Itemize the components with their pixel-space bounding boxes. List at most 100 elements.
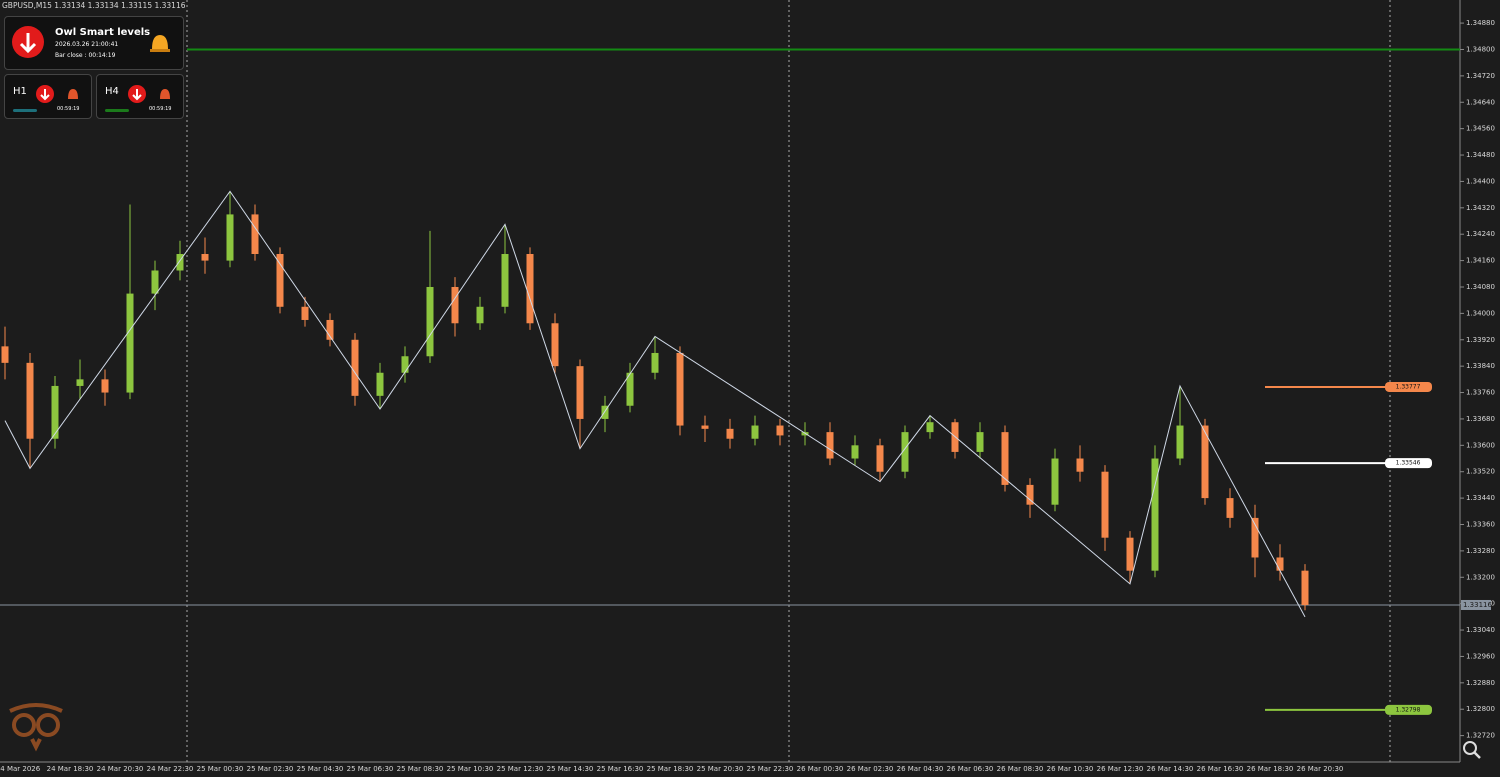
candle-body <box>676 352 684 426</box>
level-tag <box>1385 381 1432 392</box>
x-tick-label: 26 Mar 02:30 <box>847 765 894 773</box>
candle-body <box>1251 517 1259 558</box>
candle-body <box>526 254 534 324</box>
timeframe-timer: 00:59:19 <box>57 106 80 112</box>
candle-body <box>601 405 609 419</box>
candle-body <box>1026 484 1034 505</box>
candle-body <box>1076 458 1084 472</box>
candle-body <box>876 445 884 472</box>
x-tick-label: 25 Mar 02:30 <box>247 765 294 773</box>
candle-body <box>426 286 434 357</box>
candle-body <box>276 254 284 307</box>
y-tick-label: 1.34720 <box>1466 72 1495 80</box>
x-tick-label: 25 Mar 12:30 <box>497 765 544 773</box>
candle-body <box>976 432 984 452</box>
candle-body <box>1226 498 1234 518</box>
level-tag <box>1385 704 1432 715</box>
x-tick-label: 26 Mar 10:30 <box>1047 765 1094 773</box>
y-tick-label: 1.34320 <box>1466 204 1495 212</box>
owl-panel: Owl Smart levels 2026.03.26 21:00:41 Bar… <box>4 16 184 70</box>
candle-body <box>101 379 109 393</box>
x-tick-label: 25 Mar 14:30 <box>547 765 594 773</box>
candle-body <box>476 306 484 324</box>
candle-body <box>926 422 934 433</box>
timeframe-label: H4 <box>105 86 119 97</box>
candle-body <box>76 379 84 386</box>
y-tick-label: 1.33040 <box>1466 626 1495 634</box>
candle-body <box>176 254 184 271</box>
y-tick-label: 1.34000 <box>1466 309 1495 317</box>
x-tick-label: 24 Mar 22:30 <box>147 765 194 773</box>
candle-body <box>551 323 559 367</box>
level-label: 1.33777 <box>1396 383 1421 390</box>
y-tick-label: 1.34880 <box>1466 19 1495 27</box>
x-tick-label: 26 Mar 12:30 <box>1097 765 1144 773</box>
candle-body <box>501 254 509 307</box>
candle-body <box>51 385 59 439</box>
x-tick-label: 26 Mar 06:30 <box>947 765 994 773</box>
timeframe-timer: 00:59:19 <box>149 106 172 112</box>
alarm-icon <box>150 35 170 52</box>
y-tick-label: 1.33920 <box>1466 336 1495 344</box>
zoom-button[interactable] <box>1463 741 1481 759</box>
progress-bar <box>105 109 129 112</box>
candle-body <box>1176 425 1184 459</box>
candle-body <box>251 214 259 254</box>
candle-body <box>1001 432 1009 485</box>
candle-body <box>376 372 384 396</box>
candle-body <box>26 362 34 439</box>
y-tick-label: 1.34080 <box>1466 283 1495 291</box>
x-tick-label: 25 Mar 20:30 <box>697 765 744 773</box>
y-tick-label: 1.34800 <box>1466 45 1495 53</box>
timeframe-panel: H4 00:59:19 <box>96 74 184 119</box>
candle-body <box>751 425 759 439</box>
candle-body <box>651 352 659 373</box>
panel-title: Owl Smart levels <box>55 27 151 38</box>
y-tick-label: 1.34560 <box>1466 125 1495 133</box>
candle-body <box>351 339 359 396</box>
y-tick-label: 1.33280 <box>1466 547 1495 555</box>
x-tick-label: 25 Mar 06:30 <box>347 765 394 773</box>
current-price-label: 1.33116 <box>1463 601 1492 609</box>
level-label: 1.32798 <box>1396 706 1421 713</box>
x-tick-label: 24 Mar 2026 <box>0 765 41 773</box>
y-tick-label: 1.34160 <box>1466 257 1495 265</box>
x-tick-label: 24 Mar 20:30 <box>97 765 144 773</box>
candle-body <box>776 425 784 436</box>
level-tag <box>1385 458 1432 469</box>
y-tick-label: 1.33440 <box>1466 494 1495 502</box>
candle-body <box>226 214 234 261</box>
x-tick-label: 25 Mar 18:30 <box>647 765 694 773</box>
candle-body <box>826 432 834 459</box>
x-tick-label: 25 Mar 00:30 <box>197 765 244 773</box>
candle-body <box>1101 471 1109 538</box>
x-tick-label: 25 Mar 04:30 <box>297 765 344 773</box>
y-tick-label: 1.32720 <box>1466 732 1495 740</box>
x-tick-label: 25 Mar 22:30 <box>747 765 794 773</box>
x-tick-label: 26 Mar 16:30 <box>1197 765 1244 773</box>
y-tick-label: 1.34240 <box>1466 230 1495 238</box>
x-tick-label: 24 Mar 18:30 <box>47 765 94 773</box>
panel-bar-close: Bar close : 00:14:19 <box>55 52 116 59</box>
candle-body <box>901 432 909 472</box>
candle-body <box>1151 458 1159 571</box>
alarm-icon <box>160 89 170 99</box>
x-tick-label: 25 Mar 10:30 <box>447 765 494 773</box>
x-tick-label: 26 Mar 00:30 <box>797 765 844 773</box>
y-tick-label: 1.32960 <box>1466 652 1495 660</box>
candle-body <box>126 293 134 393</box>
candle-body <box>1 346 9 363</box>
symbol-info: GBPUSD,M15 1.33134 1.33134 1.33115 1.331… <box>2 1 186 10</box>
candle-body <box>1201 425 1209 499</box>
panel-time: 2026.03.26 21:00:41 <box>55 41 119 48</box>
candle-body <box>1126 537 1134 571</box>
candle-body <box>401 356 409 373</box>
level-label: 1.33546 <box>1396 460 1421 467</box>
candle-body <box>576 366 584 419</box>
candle-body <box>451 286 459 324</box>
y-tick-label: 1.33760 <box>1466 389 1495 397</box>
y-tick-label: 1.33200 <box>1466 573 1495 581</box>
x-tick-label: 26 Mar 20:30 <box>1297 765 1344 773</box>
